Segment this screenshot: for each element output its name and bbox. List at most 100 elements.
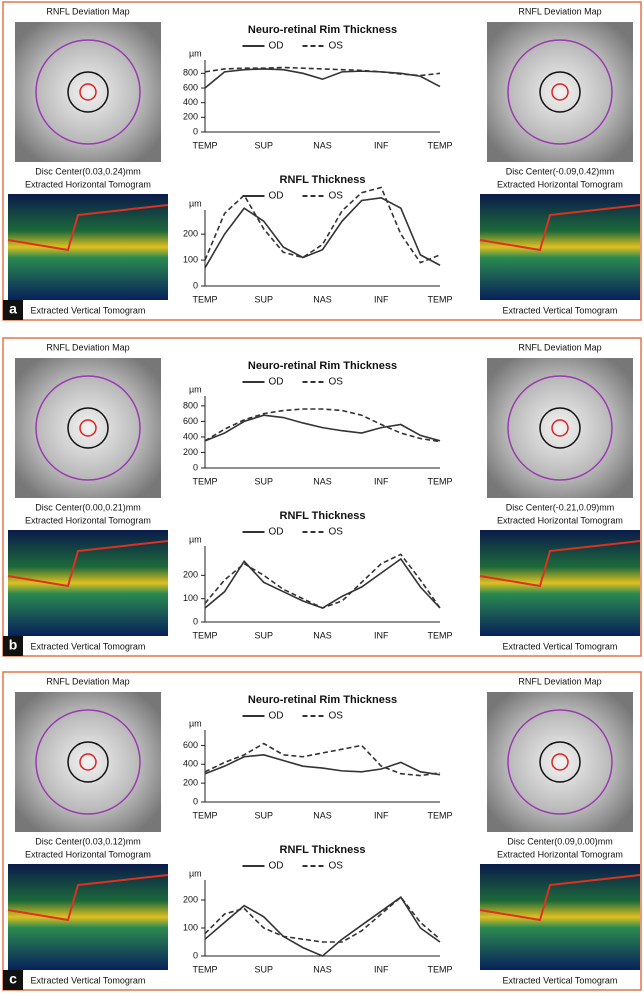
disc-center: Disc Center(0.09,0.00)mm	[507, 836, 613, 846]
x-tick-label: TEMP	[427, 476, 452, 486]
deviation-circle	[507, 709, 613, 815]
x-tick-label: SUP	[254, 964, 273, 974]
disc-outline	[539, 71, 581, 113]
x-tick-label: TEMP	[192, 140, 217, 150]
x-tick-label: TEMP	[427, 964, 452, 974]
x-tick-label: INF	[374, 810, 389, 820]
tomogram-image	[8, 194, 168, 300]
y-tick-label: 800	[183, 400, 198, 410]
chart-title: RNFL Thickness	[280, 174, 366, 186]
legend-label: OD	[269, 191, 284, 202]
y-tick-label: 0	[193, 616, 198, 626]
vertical-tomogram-label: Extracted Vertical Tomogram	[503, 975, 618, 985]
cup-outline	[79, 753, 97, 771]
tomogram-surface	[479, 204, 641, 252]
deviation-circle	[35, 709, 141, 815]
panel-border	[2, 671, 642, 991]
legend-label: OS	[329, 377, 344, 388]
y-tick-label: 400	[183, 759, 198, 769]
map-title: RNFL Deviation Map	[518, 342, 601, 352]
x-tick-label: SUP	[254, 140, 273, 150]
y-tick-label: 200	[183, 778, 198, 788]
disc-outline	[67, 741, 109, 783]
unit-label: µm	[189, 718, 202, 728]
panel-label: b	[9, 637, 18, 653]
legend-label: OS	[329, 861, 344, 872]
x-tick-label: NAS	[313, 294, 332, 304]
cup-outline	[551, 419, 569, 437]
y-tick-label: 100	[183, 254, 198, 264]
panel-border	[2, 1, 642, 321]
horizontal-tomogram-label: Extracted Horizontal Tomogram	[25, 515, 151, 525]
x-tick-label: TEMP	[192, 630, 217, 640]
x-tick-label: TEMP	[427, 294, 452, 304]
cup-outline	[79, 83, 97, 101]
x-tick-label: TEMP	[192, 476, 217, 486]
fundus-image	[15, 692, 161, 832]
y-tick-label: 0	[193, 796, 198, 806]
map-title: RNFL Deviation Map	[46, 6, 129, 16]
map-title: RNFL Deviation Map	[46, 676, 129, 686]
x-tick-label: INF	[374, 964, 389, 974]
disc-center: Disc Center(0.03,0.12)mm	[35, 836, 141, 846]
tomogram-image	[8, 864, 168, 970]
y-tick-label: 0	[193, 950, 198, 960]
map-title: RNFL Deviation Map	[518, 676, 601, 686]
horizontal-tomogram-label: Extracted Horizontal Tomogram	[25, 179, 151, 189]
disc-outline	[539, 407, 581, 449]
y-tick-label: 400	[183, 97, 198, 107]
tomogram-surface	[7, 204, 169, 252]
series-line	[204, 553, 441, 609]
legend-label: OD	[269, 861, 284, 872]
y-tick-label: 200	[183, 894, 198, 904]
fundus-image	[487, 358, 633, 498]
chart-title: RNFL Thickness	[280, 844, 366, 856]
x-tick-label: TEMP	[427, 140, 452, 150]
unit-label: µm	[189, 198, 202, 208]
legend-label: OS	[329, 41, 344, 52]
chart-title: Neuro-retinal Rim Thickness	[248, 694, 397, 706]
x-tick-label: NAS	[313, 140, 332, 150]
y-tick-label: 600	[183, 416, 198, 426]
unit-label: µm	[189, 534, 202, 544]
x-tick-label: TEMP	[192, 294, 217, 304]
x-tick-label: TEMP	[427, 630, 452, 640]
panel-label: c	[9, 971, 17, 987]
disc-center: Disc Center(-0.09,0.42)mm	[506, 166, 615, 176]
legend-label: OD	[269, 711, 284, 722]
tomogram-image	[8, 530, 168, 636]
legend-label: OS	[329, 191, 344, 202]
y-tick-label: 600	[183, 740, 198, 750]
x-tick-label: SUP	[254, 294, 273, 304]
cup-outline	[551, 83, 569, 101]
panel-label: a	[9, 301, 17, 317]
x-tick-label: NAS	[313, 964, 332, 974]
chart-title: Neuro-retinal Rim Thickness	[248, 360, 397, 372]
chart-title: Neuro-retinal Rim Thickness	[248, 24, 397, 36]
x-tick-label: TEMP	[192, 964, 217, 974]
y-tick-label: 100	[183, 593, 198, 603]
y-tick-label: 200	[183, 229, 198, 239]
y-tick-label: 0	[193, 280, 198, 290]
x-tick-label: INF	[374, 140, 389, 150]
vertical-tomogram-label: Extracted Vertical Tomogram	[503, 641, 618, 651]
legend-label: OD	[269, 527, 284, 538]
series-line	[204, 68, 441, 89]
panel-label-box	[3, 300, 23, 320]
series-line	[204, 186, 441, 264]
unit-label: µm	[189, 868, 202, 878]
x-tick-label: NAS	[313, 810, 332, 820]
tomogram-image	[480, 194, 640, 300]
series-line	[204, 414, 441, 442]
series-line	[204, 66, 441, 77]
deviation-circle	[507, 375, 613, 481]
disc-center: Disc Center(-0.21,0.09)mm	[506, 502, 615, 512]
legend-label: OD	[269, 41, 284, 52]
horizontal-tomogram-label: Extracted Horizontal Tomogram	[497, 849, 623, 859]
panel-label-box	[3, 970, 23, 990]
y-tick-label: 200	[183, 447, 198, 457]
cup-outline	[551, 753, 569, 771]
y-tick-label: 0	[193, 126, 198, 136]
panel-border	[2, 337, 642, 657]
horizontal-tomogram-label: Extracted Horizontal Tomogram	[25, 849, 151, 859]
